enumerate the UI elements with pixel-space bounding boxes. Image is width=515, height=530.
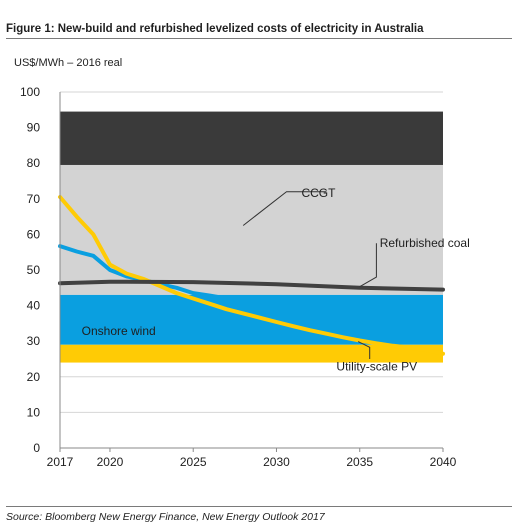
cost-bands bbox=[60, 111, 443, 363]
series-line-1 bbox=[58, 195, 445, 356]
x-tick-label: 2020 bbox=[97, 455, 124, 469]
y-tick-label: 0 bbox=[33, 441, 40, 455]
x-tick-label: 2030 bbox=[263, 455, 290, 469]
x-tick-label: 2040 bbox=[430, 455, 457, 469]
source-rule bbox=[6, 506, 512, 507]
series-lines bbox=[58, 195, 445, 356]
band-1 bbox=[60, 164, 443, 295]
y-tick-label: 30 bbox=[27, 334, 41, 348]
y-tick-label: 50 bbox=[27, 263, 41, 277]
y-tick-label: 40 bbox=[27, 299, 41, 313]
y-tick-label: 20 bbox=[27, 370, 41, 384]
leader-coal bbox=[359, 243, 377, 288]
annotation-3: Utility-scale PV bbox=[336, 359, 417, 373]
band-3 bbox=[60, 344, 443, 363]
axes bbox=[59, 92, 444, 452]
leader-ccgt bbox=[242, 191, 327, 226]
y-tick-label: 90 bbox=[27, 121, 41, 135]
y-tick-label: 100 bbox=[20, 85, 40, 99]
annotation-2: Onshore wind bbox=[82, 324, 156, 338]
y-tick-label: 60 bbox=[27, 227, 41, 241]
annotation-leaders bbox=[242, 191, 377, 359]
x-tick-label: 2035 bbox=[346, 455, 373, 469]
source-note: Source: Bloomberg New Energy Finance, Ne… bbox=[6, 511, 325, 523]
annotation-1: Refurbished coal bbox=[380, 236, 470, 250]
x-tick-label: 2025 bbox=[180, 455, 207, 469]
y-tick-label: 10 bbox=[27, 405, 41, 419]
annotations: CCGT Refurbished coal Onshore wind Utility-… bbox=[82, 186, 470, 373]
leader-pv bbox=[357, 341, 371, 359]
series-line-2 bbox=[58, 279, 445, 292]
y-tick-label: 80 bbox=[27, 156, 41, 170]
band-2 bbox=[60, 294, 443, 345]
x-tick-label: 2017 bbox=[47, 455, 74, 469]
title-rule bbox=[6, 38, 512, 39]
y-axis-label: US$/MWh – 2016 real bbox=[14, 57, 122, 69]
y-tick-label: 70 bbox=[27, 192, 41, 206]
band-0 bbox=[60, 111, 443, 165]
figure-title: Figure 1: New-build and refurbished leve… bbox=[6, 23, 424, 35]
annotation-0: CCGT bbox=[301, 186, 336, 200]
